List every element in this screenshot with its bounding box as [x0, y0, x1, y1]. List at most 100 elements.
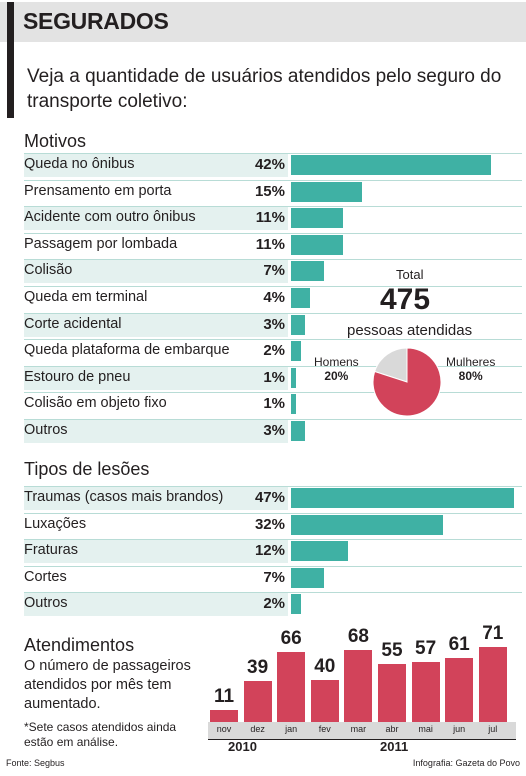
- lesoes-title: Tipos de lesões: [24, 459, 150, 479]
- atendimentos-chart: 11 nov 39 dez 66 jan 40 fev 68 mar 55 abr 57 mai 61 jun…: [208, 620, 516, 750]
- atendimentos-bar: [445, 657, 474, 722]
- motivos-bar: [291, 421, 306, 441]
- pie-label-homens: Homens 20%: [314, 355, 359, 383]
- lesoes-bar: [291, 594, 301, 615]
- motivos-category-label: Corte acidental: [24, 315, 122, 332]
- motivos-value-label: 11%: [255, 235, 285, 253]
- lesoes-row: Outros 2%: [24, 592, 522, 617]
- source-credit: Fonte: Segbus: [6, 758, 65, 768]
- motivos-bar: [291, 181, 363, 202]
- atendimentos-bar: [411, 661, 440, 722]
- motivos-value-label: 1%: [263, 368, 285, 386]
- motivos-category-label: Queda no ônibus: [24, 156, 135, 172]
- motivos-category-label: Colisão: [24, 262, 73, 279]
- atendimentos-month-label: mai: [418, 724, 433, 734]
- motivos-row: Passagem por lombada 11%: [24, 232, 522, 257]
- motivos-value-label: 2%: [263, 342, 285, 360]
- motivos-row: Colisão em objeto fixo 1%: [24, 392, 522, 416]
- atendimentos-bar: [210, 710, 238, 722]
- atendimentos-month-label: mar: [350, 724, 367, 734]
- motivos-category-label: Queda em terminal: [24, 289, 148, 305]
- lesoes-category-label: Traumas (casos mais brandos): [24, 489, 224, 505]
- motivos-value-label: 4%: [263, 289, 285, 306]
- motivos-bar-track: [288, 313, 522, 337]
- atendimentos-month-label: jan: [285, 724, 298, 734]
- atendimentos-note: *Sete casos atendidos ainda estão em aná…: [24, 720, 177, 749]
- motivos-bar: [291, 394, 296, 415]
- lesoes-category-label: Outros: [24, 595, 68, 612]
- lesoes-value-label: 32%: [254, 515, 285, 533]
- atendimentos-month-label: jun: [453, 724, 466, 734]
- atendimentos-bar: [378, 663, 406, 722]
- lesoes-category-label: Cortes: [24, 568, 67, 585]
- total-value: 475: [380, 283, 431, 316]
- year-axis-line: [208, 739, 516, 740]
- total-label: Total: [396, 267, 424, 282]
- atendimentos-bar: [277, 652, 306, 722]
- motivos-category-label: Queda plataforma de embarque: [24, 342, 230, 359]
- motivos-bar: [291, 341, 301, 362]
- pie-svg: [372, 347, 442, 417]
- lesoes-value-label: 47%: [254, 489, 285, 506]
- page-title: SEGURADOS: [23, 8, 169, 34]
- title-band: [0, 2, 526, 42]
- atendimentos-month-label: nov: [216, 724, 232, 734]
- motivos-bar-track: [288, 260, 522, 284]
- pie-slice-homens: [374, 347, 408, 383]
- atendimentos-value-label: 68: [347, 626, 369, 648]
- atendimentos-bar: [310, 679, 339, 722]
- lesoes-value-label: 12%: [254, 542, 285, 560]
- atendimentos-bar: [344, 650, 373, 722]
- atendimentos-month-label: dez: [250, 724, 265, 734]
- lesoes-bar: [291, 567, 325, 588]
- motivos-category-label: Passagem por lombada: [24, 235, 178, 252]
- motivos-row: Prensamento em porta 15%: [24, 179, 522, 204]
- motivos-row: Outros 3%: [24, 419, 522, 443]
- motivos-value-label: 11%: [255, 209, 285, 227]
- intro-accent-bar: [7, 42, 14, 118]
- motivos-value-label: 7%: [263, 262, 285, 280]
- lesoes-category-label: Fraturas: [24, 542, 78, 559]
- lesoes-row: Cortes 7%: [24, 565, 522, 590]
- year-label-2010: 2010: [228, 739, 257, 754]
- motivos-value-label: 15%: [254, 182, 285, 200]
- lesoes-row: Fraturas 12%: [24, 539, 522, 564]
- motivos-row: Queda no ônibus 42%: [24, 153, 522, 177]
- total-caption: pessoas atendidas: [347, 322, 473, 339]
- motivos-value-label: 42%: [254, 156, 285, 173]
- motivos-category-label: Outros: [24, 422, 68, 438]
- motivos-row: Queda plataforma de embarque 2%: [24, 339, 522, 363]
- lesoes-bar: [291, 541, 348, 562]
- atendimentos-month-label: fev: [318, 724, 331, 734]
- atendimentos-value-label: 66: [280, 628, 302, 650]
- pie-label-mulheres: Mulheres 80%: [446, 355, 496, 383]
- atendimentos-value-label: 39: [247, 656, 269, 678]
- atendimentos-month-label: abr: [385, 724, 399, 734]
- motivos-bar: [291, 288, 310, 308]
- motivos-value-label: 3%: [263, 422, 285, 439]
- atendimentos-description: O número de passageiros atendidos por mê…: [24, 658, 191, 712]
- atendimentos-value-label: 61: [448, 633, 470, 655]
- lesoes-bar: [291, 514, 443, 535]
- motivos-bar: [291, 314, 306, 335]
- lesoes-value-label: 2%: [263, 595, 285, 613]
- motivos-title: Motivos: [24, 131, 87, 151]
- atendimentos-bar: [243, 680, 272, 722]
- lesoes-value-label: 7%: [263, 568, 285, 586]
- motivos-category-label: Estouro de pneu: [24, 368, 131, 385]
- motivos-bar: [291, 367, 296, 388]
- motivos-row: Corte acidental 3%: [24, 312, 522, 337]
- lesoes-bar: [291, 488, 515, 508]
- motivos-category-label: Acidente com outro ônibus: [24, 209, 196, 226]
- motivos-category-label: Colisão em objeto fixo: [24, 395, 167, 412]
- atendimentos-month-label: jul: [488, 724, 498, 734]
- motivos-bar-track: [288, 207, 522, 231]
- atendimentos-value-label: 71: [482, 623, 504, 645]
- total-pie-chart: Total 475 pessoas atendidas Homens 20% M…: [300, 265, 520, 425]
- infographic-credit: Infografia: Gazeta do Povo: [412, 758, 520, 768]
- lesoes-row: Traumas (casos mais brandos) 47%: [24, 486, 522, 510]
- motivos-bar: [291, 234, 344, 255]
- pie-slice-mulheres: [372, 347, 442, 417]
- motivos-value-label: 3%: [263, 315, 285, 333]
- motivos-bar: [291, 155, 491, 175]
